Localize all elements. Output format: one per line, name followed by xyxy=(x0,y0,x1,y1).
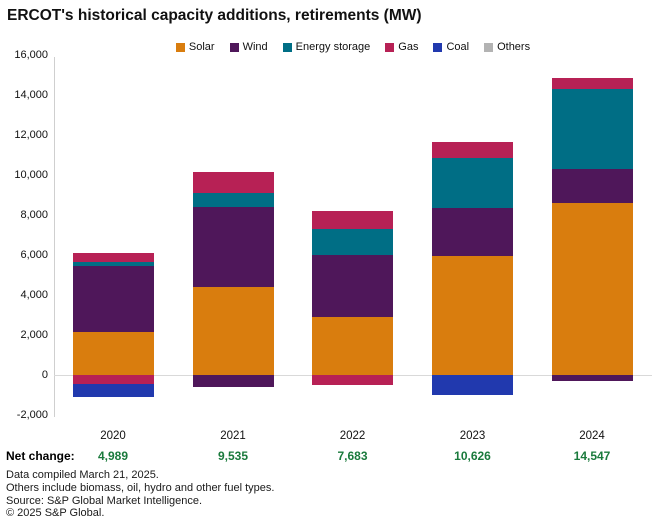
net-change-label: Net change: xyxy=(6,449,75,463)
bar-segment-solar xyxy=(72,332,154,375)
bar-segment-gas xyxy=(312,211,393,230)
bar-segment-solar xyxy=(551,203,633,375)
bar-segment-wind xyxy=(192,207,274,287)
footnote-line: Data compiled March 21, 2025. xyxy=(6,469,159,481)
y-axis-tick-label: 2,000 xyxy=(20,329,48,341)
y-axis-tick-label: 0 xyxy=(41,369,48,381)
y-axis-tick-label: 14,000 xyxy=(14,89,48,101)
y-axis-tick-label: 16,000 xyxy=(14,49,48,61)
y-axis-tick-label: -2,000 xyxy=(16,409,48,421)
legend-label: Solar xyxy=(188,41,215,53)
x-axis-label-2024: 2024 xyxy=(579,430,605,442)
bar-segment-wind xyxy=(312,255,393,318)
legend-item-energy-storage: Energy storage xyxy=(282,41,371,53)
bar-segment-energy-storage xyxy=(551,89,633,169)
legend-label: Gas xyxy=(398,41,419,53)
footnote-line: © 2025 S&P Global. xyxy=(6,507,105,520)
bar-segment-gas xyxy=(551,78,633,89)
bar-segment-gas xyxy=(192,172,274,193)
y-axis-tick-label: 12,000 xyxy=(14,129,48,141)
bar-segment-energy-storage xyxy=(312,229,393,255)
bar-segment-retirement-gas xyxy=(312,375,393,385)
legend-item-solar: Solar xyxy=(175,41,215,53)
bar-segment-energy-storage xyxy=(72,262,154,266)
legend-swatch-icon xyxy=(433,42,443,52)
legend-swatch-icon xyxy=(229,42,239,52)
footnote-line: Others include biomass, oil, hydro and o… xyxy=(6,481,275,494)
legend-label: Others xyxy=(497,41,531,53)
y-axis-tick-label: 8,000 xyxy=(20,209,48,221)
net-change-value-2020: 4,989 xyxy=(97,449,129,463)
bar-segment-wind xyxy=(551,169,633,203)
y-axis-tick-label: 4,000 xyxy=(20,289,48,301)
legend-label: Energy storage xyxy=(295,41,371,53)
bar-segment-energy-storage xyxy=(432,158,513,209)
net-change-value-2023: 10,626 xyxy=(454,449,491,463)
bar-segment-retirement-gas xyxy=(72,375,154,385)
footnote-line: Source: S&P Global Market Intelligence. xyxy=(6,494,203,507)
bar-segment-solar xyxy=(192,287,274,375)
net-change-value-2021: 9,535 xyxy=(217,449,249,463)
legend-item-others: Others xyxy=(484,41,530,53)
x-axis-label-2022: 2022 xyxy=(339,430,366,442)
chart-title: ERCOT's historical capacity additions, r… xyxy=(7,7,422,24)
bar-segment-retirement-wind xyxy=(192,375,274,387)
net-change-value-2022: 7,683 xyxy=(337,449,368,463)
y-axis-tick-label: 6,000 xyxy=(20,249,48,261)
bar-segment-retirement-wind xyxy=(551,375,633,382)
x-axis-label-2023: 2023 xyxy=(459,430,486,442)
legend-item-wind: Wind xyxy=(229,41,268,53)
bar-segment-retirement-coal xyxy=(72,384,154,398)
bar-segment-solar xyxy=(432,255,513,375)
y-axis-tick-label: 10,000 xyxy=(14,169,48,181)
bar-segment-retirement-coal xyxy=(432,375,513,396)
net-change-value-2024: 14,547 xyxy=(573,449,611,463)
legend-item-gas: Gas xyxy=(385,41,418,53)
bar-segment-energy-storage xyxy=(192,192,274,207)
bar-segment-gas xyxy=(432,142,513,159)
x-axis-label-2021: 2021 xyxy=(220,430,246,442)
legend-label: Wind xyxy=(242,41,268,53)
x-axis-label-2020: 2020 xyxy=(100,430,126,442)
bar-segment-wind xyxy=(432,208,513,256)
bar-segment-wind xyxy=(72,266,154,332)
bar-segment-solar xyxy=(312,317,393,375)
legend-swatch-icon xyxy=(282,42,292,52)
y-axis-line xyxy=(54,57,55,417)
legend-swatch-icon xyxy=(484,42,494,52)
legend-swatch-icon xyxy=(385,42,395,52)
legend-item-coal: Coal xyxy=(433,41,469,53)
legend-swatch-icon xyxy=(175,42,185,52)
bar-segment-gas xyxy=(72,253,154,262)
legend-label: Coal xyxy=(446,41,470,53)
chart-legend: Solar Wind Energy storage Gas Coal Others xyxy=(54,41,652,53)
